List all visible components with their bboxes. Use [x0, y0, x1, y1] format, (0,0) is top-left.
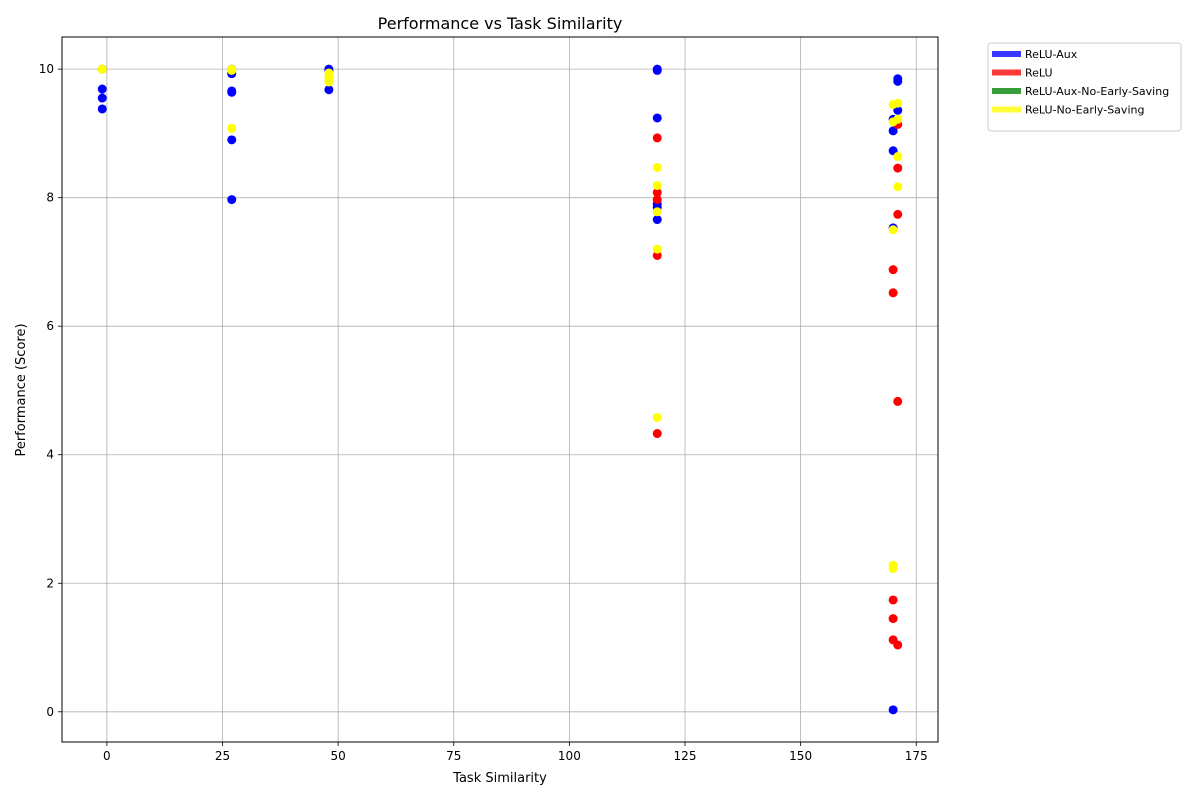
relu-no-early-saving-point	[888, 563, 898, 573]
legend-swatch-relu-no-early-saving	[992, 106, 1021, 113]
legend-swatch-relu	[992, 69, 1021, 76]
relu-point	[893, 640, 903, 650]
data-points	[97, 64, 903, 715]
x-tick-label: 175	[905, 749, 928, 763]
relu-no-early-saving-point	[652, 180, 662, 190]
y-tick-label: 6	[46, 319, 54, 333]
relu-point	[652, 195, 662, 205]
grid-lines	[62, 37, 938, 742]
relu-no-early-saving-point	[324, 77, 334, 87]
relu-aux-point	[227, 87, 237, 97]
legend-label-relu-aux: ReLU-Aux	[1025, 48, 1078, 61]
relu-point	[893, 163, 903, 173]
relu-aux-point	[97, 93, 107, 103]
y-tick-label: 2	[46, 576, 54, 590]
relu-point	[652, 251, 662, 261]
relu-point	[888, 595, 898, 605]
relu-no-early-saving-point	[652, 412, 662, 422]
relu-no-early-saving-point	[893, 182, 903, 192]
legend-swatch-relu-aux	[992, 51, 1021, 57]
relu-point	[888, 265, 898, 275]
x-tick-label: 125	[674, 749, 697, 763]
y-axis-label: Performance (Score)	[14, 323, 29, 456]
legend-label-relu-aux-no-early-saving: ReLU-Aux-No-Early-Saving	[1025, 85, 1169, 98]
x-tick-label: 100	[558, 749, 581, 763]
x-axis-label: Task Similarity	[452, 771, 547, 786]
y-axis-ticks: 0 2 4 6 8 10	[39, 62, 62, 719]
relu-aux-point	[324, 85, 334, 95]
relu-aux-point	[888, 705, 898, 715]
relu-aux-point	[227, 135, 237, 145]
y-tick-label: 4	[46, 448, 54, 462]
relu-point	[652, 133, 662, 143]
y-tick-label: 10	[39, 62, 54, 76]
relu-point	[888, 614, 898, 624]
relu-no-early-saving-point	[888, 117, 898, 127]
x-tick-label: 75	[446, 749, 461, 763]
relu-aux-point	[227, 195, 237, 205]
relu-point	[888, 288, 898, 298]
relu-aux-point	[652, 65, 662, 75]
x-tick-label: 150	[789, 749, 812, 763]
x-axis-ticks: 0 25 50 75 100 125 150 175	[103, 742, 928, 763]
relu-no-early-saving-point	[893, 98, 903, 108]
plot-frame	[61, 36, 939, 743]
relu-aux-point	[893, 76, 903, 86]
relu-no-early-saving-point	[893, 152, 903, 162]
legend: ReLU-Aux ReLU ReLU-Aux-No-Early-Saving ReLU…	[987, 42, 1182, 132]
legend-box	[987, 42, 1182, 132]
relu-no-early-saving-point	[97, 64, 107, 74]
relu-no-early-saving-point	[652, 162, 662, 172]
relu-no-early-saving-point	[652, 244, 662, 254]
legend-swatch-relu-aux-no-early-saving	[992, 88, 1021, 94]
chart-title: Performance vs Task Similarity	[378, 14, 623, 33]
legend-label-relu-no-early-saving: ReLU-No-Early-Saving	[1025, 104, 1144, 117]
relu-point	[893, 209, 903, 219]
y-tick-label: 8	[46, 191, 54, 205]
relu-aux-point	[652, 113, 662, 123]
relu-aux-point	[888, 126, 898, 136]
relu-point	[652, 429, 662, 439]
legend-label-relu: ReLU	[1025, 67, 1053, 80]
x-tick-label: 0	[103, 749, 111, 763]
relu-point	[893, 396, 903, 406]
relu-aux-point	[97, 84, 107, 94]
relu-no-early-saving-point	[227, 123, 237, 133]
relu-point	[652, 188, 662, 198]
y-tick-label: 0	[46, 705, 54, 719]
relu-no-early-saving-point	[227, 65, 237, 75]
relu-aux-point	[97, 104, 107, 114]
relu-no-early-saving-point	[652, 207, 662, 217]
x-tick-label: 50	[330, 749, 345, 763]
relu-aux-point	[652, 215, 662, 225]
x-tick-label: 25	[215, 749, 230, 763]
relu-no-early-saving-point	[888, 225, 898, 235]
